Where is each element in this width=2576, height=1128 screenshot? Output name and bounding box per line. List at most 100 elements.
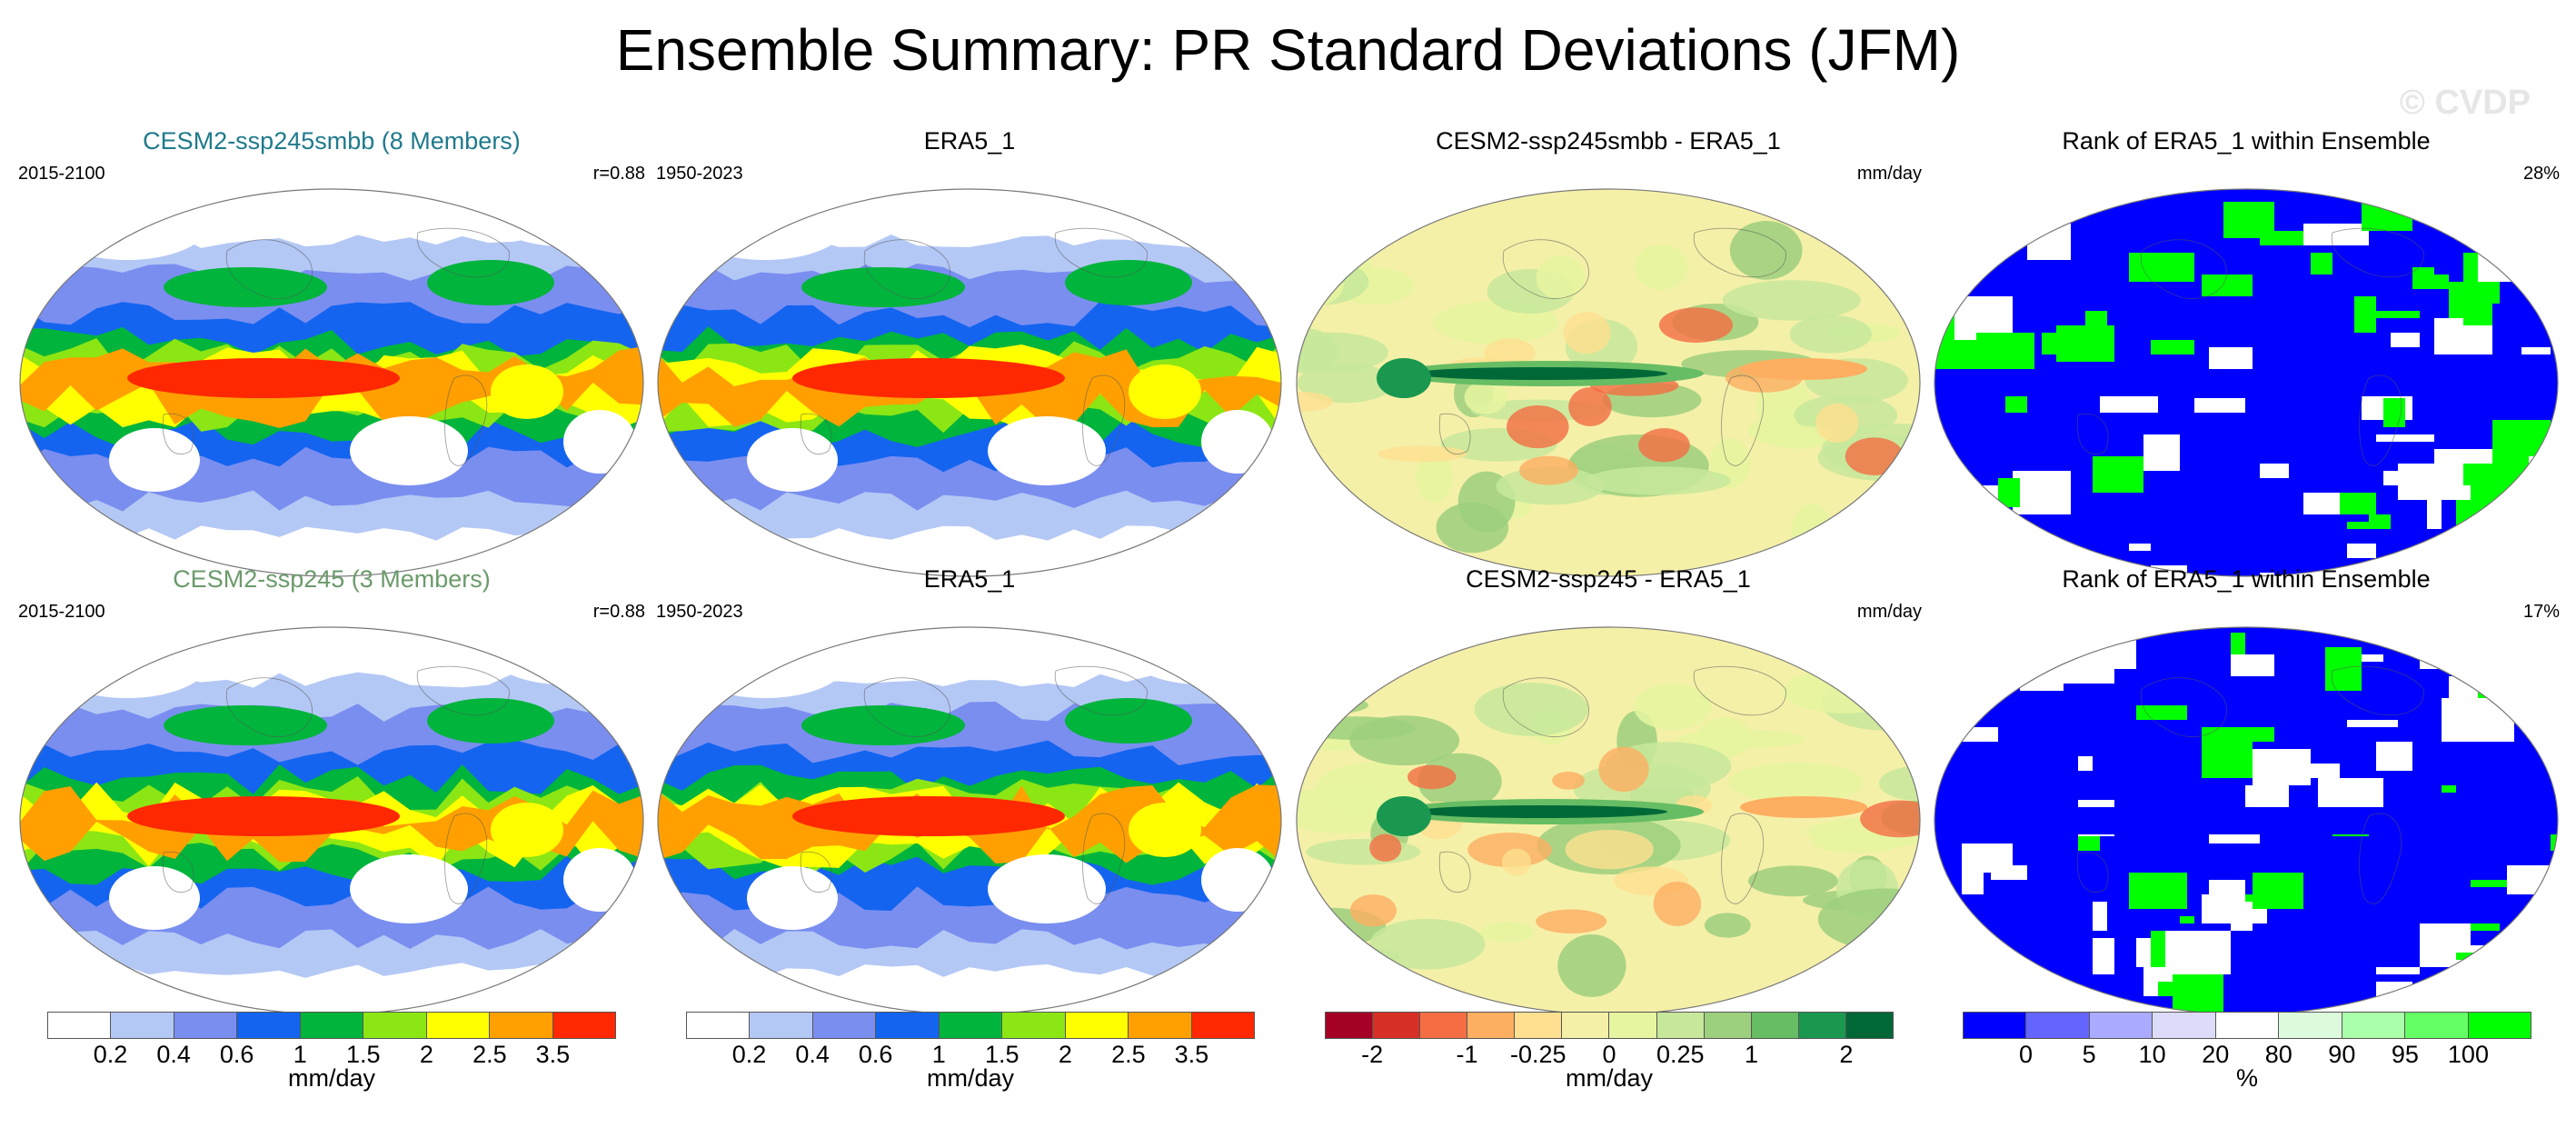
colorbar-box: [2468, 1013, 2531, 1038]
panel-title: CESM2-ssp245smbb (8 Members): [143, 127, 521, 155]
colorbar-box: [363, 1013, 427, 1038]
colorbar-tick-label: 0.4: [156, 1041, 191, 1068]
colorbar-unit: mm/day: [1565, 1064, 1654, 1092]
colorbar-tick-label: 0.25: [1656, 1041, 1705, 1068]
colorbar-box: [1751, 1013, 1799, 1038]
colorbar: 0.2 0.4 0.6 1 1.5 2 2.5 3.5 mm/day: [686, 1012, 1255, 1093]
panel-right-label: 28%: [2522, 164, 2560, 184]
colorbar-boxes: [1325, 1012, 1894, 1039]
colorbar-tick-label: 2.5: [472, 1041, 507, 1068]
colorbar-tick-label: 3.5: [535, 1041, 571, 1068]
colorbar-tick-label: 0: [1602, 1041, 1616, 1068]
panel-right-label: 17%: [2522, 602, 2560, 622]
colorbar-box: [48, 1013, 112, 1038]
map-panel: CESM2-ssp245 - ERA5_1 mm/day: [1295, 565, 1922, 1015]
colorbar-tick-label: 10: [2138, 1041, 2166, 1068]
colorbar-tick-label: 2: [419, 1041, 433, 1068]
watermark: © CVDP: [2399, 84, 2531, 122]
colorbar-box: [1065, 1013, 1129, 1038]
colorbar-box: [2279, 1013, 2342, 1038]
colorbar-box: [1704, 1013, 1752, 1038]
colorbar-unit: mm/day: [926, 1064, 1015, 1092]
colorbar-tick-label: 20: [2202, 1041, 2230, 1068]
colorbar-box: [876, 1013, 940, 1038]
panel-title: ERA5_1: [923, 127, 1016, 155]
colorbar-box: [426, 1013, 491, 1038]
colorbar-box: [1373, 1013, 1421, 1038]
colorbar-tick-label: 2: [1839, 1041, 1854, 1068]
map-std: [657, 188, 1282, 577]
panel-left-label: 2015-2100: [18, 602, 105, 622]
colorbar-tick-label: 1.5: [345, 1041, 381, 1068]
colorbar-tick-label: 3.5: [1174, 1041, 1209, 1068]
map-std: [657, 626, 1282, 1015]
map-panel: Rank of ERA5_1 within Ensemble 17%: [1933, 565, 2560, 1015]
colorbar-box: [1002, 1013, 1066, 1038]
colorbar-box: [939, 1013, 1003, 1038]
panel-title: Rank of ERA5_1 within Ensemble: [2062, 565, 2431, 593]
colorbar-box: [1326, 1013, 1374, 1038]
colorbar-box: [490, 1013, 553, 1038]
colorbar-boxes: [686, 1012, 1255, 1039]
colorbar-tick-label: 1: [1744, 1041, 1759, 1068]
colorbar-box: [1420, 1013, 1468, 1038]
panel-title: Rank of ERA5_1 within Ensemble: [2062, 127, 2431, 155]
colorbar-tick-label: 95: [2391, 1041, 2419, 1068]
panel-right-label: r=0.88: [592, 602, 645, 622]
colorbar-boxes: [47, 1012, 616, 1039]
colorbar-box: [111, 1013, 174, 1038]
colorbar-tick-label: 0.4: [795, 1041, 830, 1068]
colorbar-box: [1656, 1013, 1705, 1038]
colorbar-tick-label: -1: [1456, 1041, 1478, 1068]
colorbar-tick-label: 80: [2264, 1041, 2293, 1068]
colorbar-tick-label: -0.25: [1509, 1041, 1566, 1068]
colorbar-tick-label: 90: [2328, 1041, 2356, 1068]
panel-left-label: 1950-2023: [656, 164, 743, 184]
map-diff: [1296, 626, 1921, 1015]
colorbar-tick-label: 0.6: [219, 1041, 254, 1068]
colorbar-unit: %: [2235, 1064, 2258, 1092]
colorbar-tick-label: 2: [1058, 1041, 1072, 1068]
colorbar: 0.2 0.4 0.6 1 1.5 2 2.5 3.5 mm/day: [47, 1012, 616, 1093]
colorbar-box: [2342, 1013, 2406, 1038]
colorbar-box: [237, 1013, 301, 1038]
colorbar: 0 5 10 20 80 90 95 100%: [1963, 1012, 2531, 1093]
colorbar-box: [300, 1013, 364, 1038]
panel-left-label: 1950-2023: [656, 602, 743, 622]
colorbar-box: [1562, 1013, 1610, 1038]
colorbar-box: [1845, 1013, 1893, 1038]
map-panel: CESM2-ssp245smbb (8 Members) 2015-2100 r=0…: [18, 127, 645, 577]
map-panel: ERA5_1 1950-2023: [656, 127, 1283, 577]
map-std: [19, 188, 644, 577]
colorbar-box: [174, 1013, 238, 1038]
colorbar-tick-label: 100: [2447, 1041, 2489, 1068]
panel-left-label: 2015-2100: [18, 164, 105, 184]
colorbar-tick-label: 1.5: [984, 1041, 1019, 1068]
panel-title: CESM2-ssp245 - ERA5_1: [1466, 565, 1751, 593]
colorbar-box: [1964, 1013, 2027, 1038]
colorbar-boxes: [1963, 1012, 2531, 1039]
colorbar-box: [2026, 1013, 2090, 1038]
colorbar-box: [2089, 1013, 2153, 1038]
map-panel: CESM2-ssp245 (3 Members) 2015-2100 r=0.88: [18, 565, 645, 1015]
map-panel: ERA5_1 1950-2023: [656, 565, 1283, 1015]
colorbar-box: [812, 1013, 877, 1038]
colorbar-box: [1609, 1013, 1657, 1038]
page-title: Ensemble Summary: PR Standard Deviations…: [615, 17, 1961, 83]
colorbar-tick-label: 1: [293, 1041, 307, 1068]
colorbar-box: [1467, 1013, 1516, 1038]
colorbar-tick-label: 0: [2019, 1041, 2034, 1068]
colorbar-box: [2405, 1013, 2469, 1038]
colorbar-box: [2215, 1013, 2280, 1038]
colorbar-tick-label: 1: [931, 1041, 946, 1068]
panel-right-label: mm/day: [1856, 602, 1922, 622]
panel-right-label: r=0.88: [592, 164, 645, 184]
colorbar-tick-label: 5: [2082, 1041, 2096, 1068]
colorbar-tick-label: -2: [1361, 1041, 1384, 1068]
colorbar-box: [1798, 1013, 1846, 1038]
colorbar-tick-label: 0.2: [731, 1041, 767, 1068]
colorbar-tick-label: 0.2: [93, 1041, 128, 1068]
map-diff: [1296, 188, 1921, 577]
map-rank: [1934, 626, 2559, 1015]
panel-title: CESM2-ssp245smbb - ERA5_1: [1436, 127, 1781, 155]
